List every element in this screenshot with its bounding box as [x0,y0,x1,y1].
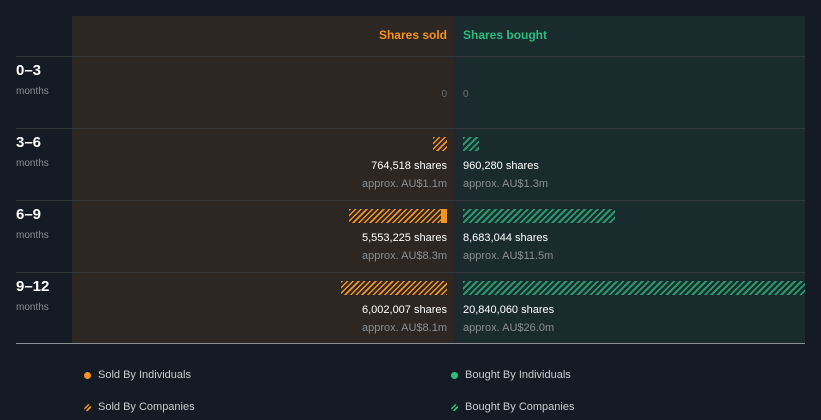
period-row: 6–9 months 5,553,225 shares approx. AU$8… [0,200,821,272]
period-unit: months [16,158,49,169]
legend-bought-individuals[interactable]: Bought By Individuals [451,369,571,381]
green-hatch-icon [451,403,458,411]
legend-sold-individuals[interactable]: Sold By Individuals [84,369,191,381]
sold-zero-value: 0 [441,89,447,100]
legend-label: Sold By Companies [98,401,195,413]
bottom-axis-line [16,343,805,344]
bought-approx-value: approx. AU$11.5m [463,250,554,262]
legend-bought-companies[interactable]: Bought By Companies [451,401,574,413]
period-row: 3–6 months 764,518 shares approx. AU$1.1… [0,128,821,200]
bought-companies-bar[interactable] [463,281,805,295]
sold-companies-bar[interactable] [349,209,441,223]
sold-approx-value: approx. AU$1.1m [362,178,447,190]
green-dot-icon [451,371,458,379]
sold-companies-bar[interactable] [433,137,447,151]
period-unit: months [16,86,49,97]
sold-approx-value: approx. AU$8.3m [362,250,447,262]
sold-companies-bar[interactable] [341,281,447,295]
period-label: 6–9 [16,206,42,223]
period-row: 0–3 months 0 0 [0,56,821,128]
sold-shares: 764,518 shares [371,160,447,172]
shares-bought-header: Shares bought [463,28,548,42]
divider [16,56,805,57]
period-row: 9–12 months 6,002,007 shares approx. AU$… [0,272,821,344]
bought-shares: 960,280 shares [463,160,539,172]
sold-shares: 6,002,007 shares [361,304,447,316]
period-label: 9–12 [16,278,50,295]
bought-approx-value: approx. AU$1.3m [463,178,548,190]
divider [16,200,805,201]
orange-hatch-icon [84,403,91,411]
legend-label: Bought By Companies [465,401,575,413]
bought-zero-value: 0 [463,89,469,100]
period-unit: months [16,302,49,313]
bought-companies-bar[interactable] [463,209,615,223]
orange-dot-icon [84,371,91,379]
divider [16,272,805,273]
period-label: 3–6 [16,134,42,151]
sold-shares: 5,553,225 shares [361,232,447,244]
legend-label: Bought By Individuals [465,369,571,381]
period-unit: months [16,230,49,241]
sold-individuals-bar[interactable] [441,209,447,223]
sold-approx-value: approx. AU$8.1m [362,322,447,334]
period-label: 0–3 [16,62,42,79]
bought-approx-value: approx. AU$26.0m [463,322,555,334]
bought-shares: 8,683,044 shares [463,232,549,244]
bought-companies-bar[interactable] [463,137,479,151]
legend-label: Sold By Individuals [98,369,191,381]
divider [16,128,805,129]
shares-sold-header: Shares sold [378,28,447,42]
bought-shares: 20,840,060 shares [463,304,555,316]
legend-sold-companies[interactable]: Sold By Companies [84,401,195,413]
